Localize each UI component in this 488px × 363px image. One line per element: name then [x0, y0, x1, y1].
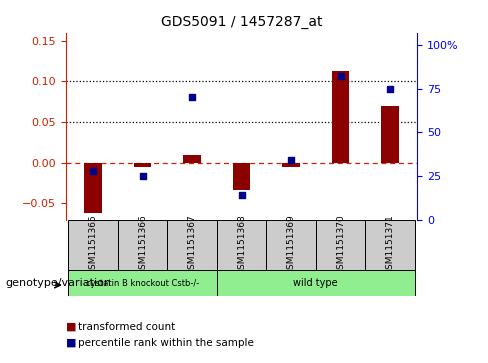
Bar — [332, 71, 349, 163]
Text: GSM1151371: GSM1151371 — [386, 215, 394, 276]
Text: ■: ■ — [66, 338, 77, 348]
Bar — [266, 220, 316, 270]
Bar — [381, 106, 399, 163]
Text: GSM1151369: GSM1151369 — [286, 215, 296, 276]
Bar — [217, 220, 266, 270]
Bar — [84, 163, 102, 213]
Text: GSM1151368: GSM1151368 — [237, 215, 246, 276]
Point — [386, 86, 394, 91]
Bar — [167, 220, 217, 270]
Bar — [217, 270, 415, 296]
Bar — [366, 220, 415, 270]
Bar — [183, 155, 201, 163]
Bar — [283, 163, 300, 167]
Text: ■: ■ — [66, 322, 77, 332]
Text: GSM1151367: GSM1151367 — [187, 215, 197, 276]
Text: transformed count: transformed count — [78, 322, 175, 332]
Text: GSM1151370: GSM1151370 — [336, 215, 345, 276]
Point — [139, 173, 146, 179]
Point — [188, 94, 196, 100]
Bar — [118, 220, 167, 270]
Title: GDS5091 / 1457287_at: GDS5091 / 1457287_at — [161, 15, 322, 29]
Point — [337, 73, 345, 79]
Text: wild type: wild type — [293, 278, 338, 288]
Text: cystatin B knockout Cstb-/-: cystatin B knockout Cstb-/- — [86, 279, 199, 287]
Bar — [233, 163, 250, 189]
Point — [238, 192, 245, 198]
Text: percentile rank within the sample: percentile rank within the sample — [78, 338, 254, 348]
Text: GSM1151365: GSM1151365 — [89, 215, 98, 276]
Bar — [134, 163, 151, 167]
Bar — [68, 220, 118, 270]
Point — [89, 168, 97, 174]
Point — [287, 157, 295, 163]
Text: genotype/variation: genotype/variation — [5, 278, 111, 288]
Bar — [316, 220, 366, 270]
Text: GSM1151366: GSM1151366 — [138, 215, 147, 276]
Bar — [68, 270, 217, 296]
